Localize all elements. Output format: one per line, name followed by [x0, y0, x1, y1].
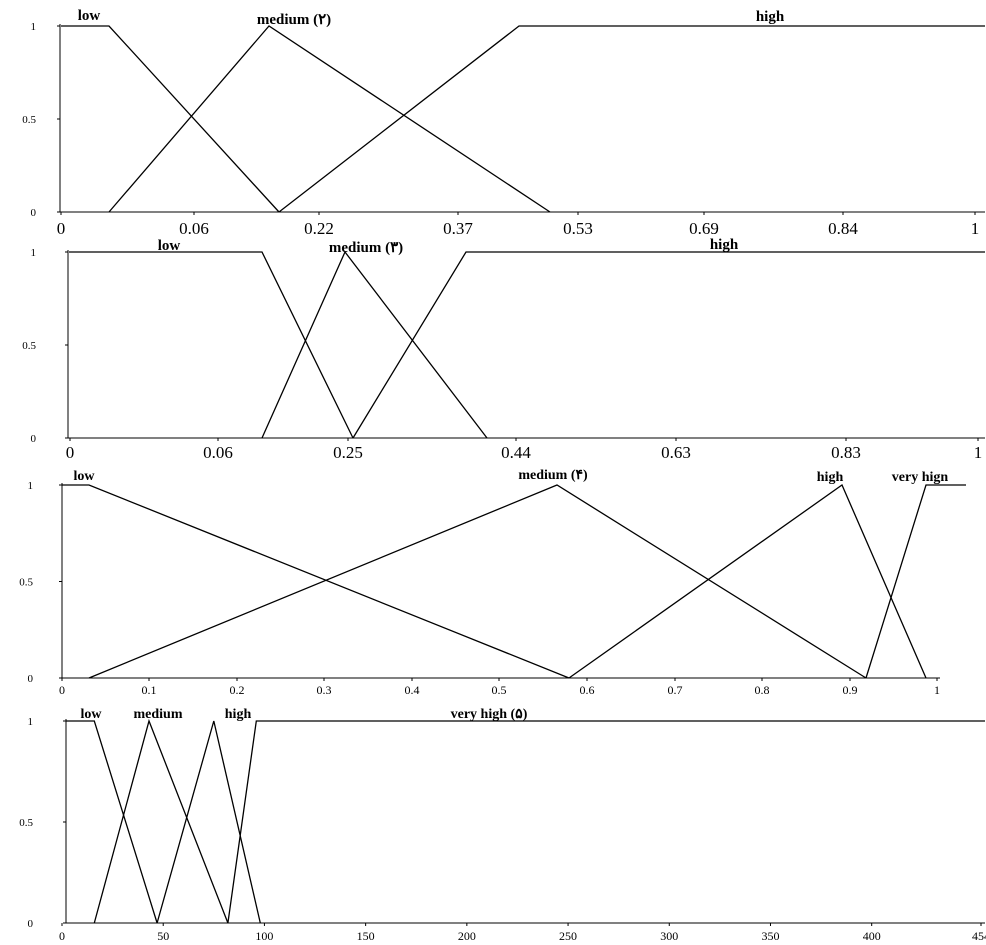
x-tick-label: 0.63	[661, 443, 691, 462]
x-tick-label: 0.5	[492, 683, 507, 697]
membership-label: low	[78, 8, 101, 24]
y-tick-label: 0.5	[22, 114, 36, 126]
y-tick-label: 1	[28, 480, 34, 492]
x-tick-label: 0	[59, 929, 65, 943]
y-tick-label: 0.5	[22, 340, 36, 352]
chart-panel-1: 1 0.5 0 0 0.06 0.22 0.37 0.53 0.69 0.84 1 low medium…	[22, 8, 985, 238]
y-tick-label: 0.5	[19, 817, 33, 829]
membership-line-low	[66, 720, 158, 924]
y-tick-label: 1	[31, 247, 37, 259]
x-tick-label: 0.06	[179, 219, 209, 238]
x-tick-label: 100	[255, 929, 273, 943]
x-tick-label: 1	[934, 683, 940, 697]
membership-line-high	[352, 251, 985, 439]
membership-label: low	[81, 707, 103, 722]
y-tick-label: 1	[31, 21, 37, 33]
membership-line-high	[568, 484, 927, 679]
membership-label: low	[74, 469, 96, 484]
membership-label: high	[817, 470, 844, 485]
x-tick-label: 0.2	[230, 683, 245, 697]
x-tick-label: 454	[972, 929, 986, 943]
y-tick-label: 0	[31, 207, 37, 219]
membership-line-high	[156, 720, 261, 924]
x-tick-label: 0.25	[333, 443, 363, 462]
membership-line-low	[61, 25, 280, 213]
x-tick-label: 0.44	[501, 443, 531, 462]
membership-label: high	[710, 237, 739, 253]
x-tick-label: 0.6	[580, 683, 595, 697]
x-tick-label: 0.8	[755, 683, 770, 697]
x-tick-label: 0.84	[828, 219, 858, 238]
y-tick-label: 0	[28, 918, 34, 930]
chart-panel-2: 1 0.5 0 0 0.06 0.25 0.44 0.63 0.83 1 low medium (۳)…	[22, 237, 985, 462]
x-tick-label: 250	[559, 929, 577, 943]
x-tick-label: 0.4	[405, 683, 420, 697]
membership-line-medium	[93, 718, 229, 924]
membership-line-very-high	[227, 720, 985, 924]
x-tick-label: 0.53	[563, 219, 593, 238]
x-tick-label: 150	[357, 929, 375, 943]
x-tick-label: 400	[863, 929, 881, 943]
x-tick-label: 300	[660, 929, 678, 943]
membership-label: medium	[134, 707, 183, 722]
y-tick-label: 0	[31, 433, 37, 445]
membership-label: very high (۵)	[451, 707, 528, 722]
x-tick-label: 200	[458, 929, 476, 943]
membership-label: medium (۳)	[329, 240, 403, 256]
membership-label: medium (۲)	[257, 12, 331, 28]
membership-line-very-hign	[865, 484, 966, 679]
x-tick-label: 1	[971, 219, 980, 238]
membership-line-medium	[108, 25, 551, 213]
x-tick-label: 0.83	[831, 443, 861, 462]
y-tick-label: 0	[28, 673, 34, 685]
x-tick-label: 0.06	[203, 443, 233, 462]
x-tick-label: 0.9	[843, 683, 858, 697]
x-tick-label: 50	[157, 929, 169, 943]
x-tick-label: 0	[57, 219, 66, 238]
membership-label: very hign	[892, 470, 949, 485]
membership-label: low	[158, 238, 181, 254]
chart-panel-3: 1 0.5 0 0 0.1 0.2 0.3 0.4 0.5 0.6 0.7 0.8 0.9 1 low med…	[19, 468, 966, 697]
x-tick-label: 0.7	[668, 683, 683, 697]
x-tick-label: 0.37	[443, 219, 473, 238]
membership-label: medium (۴)	[518, 468, 588, 483]
membership-line-low	[69, 251, 354, 439]
membership-line-high	[278, 25, 985, 213]
membership-line-low	[62, 484, 570, 679]
x-tick-label: 0.22	[304, 219, 334, 238]
y-tick-label: 1	[28, 716, 34, 728]
membership-label: high	[756, 9, 785, 25]
x-tick-label: 350	[761, 929, 779, 943]
x-tick-label: 1	[974, 443, 983, 462]
membership-line-medium	[88, 484, 867, 679]
chart-panel-4: 1 0.5 0 0 50 100 150 200 250 300 350 400 454 low mediu…	[19, 707, 986, 943]
x-tick-label: 0.69	[689, 219, 719, 238]
membership-label: high	[225, 707, 252, 722]
x-tick-label: 0	[59, 683, 65, 697]
y-tick-label: 0.5	[19, 577, 33, 589]
x-tick-label: 0.3	[317, 683, 332, 697]
x-tick-label: 0	[66, 443, 75, 462]
x-tick-label: 0.1	[142, 683, 157, 697]
membership-line-medium	[261, 250, 488, 439]
